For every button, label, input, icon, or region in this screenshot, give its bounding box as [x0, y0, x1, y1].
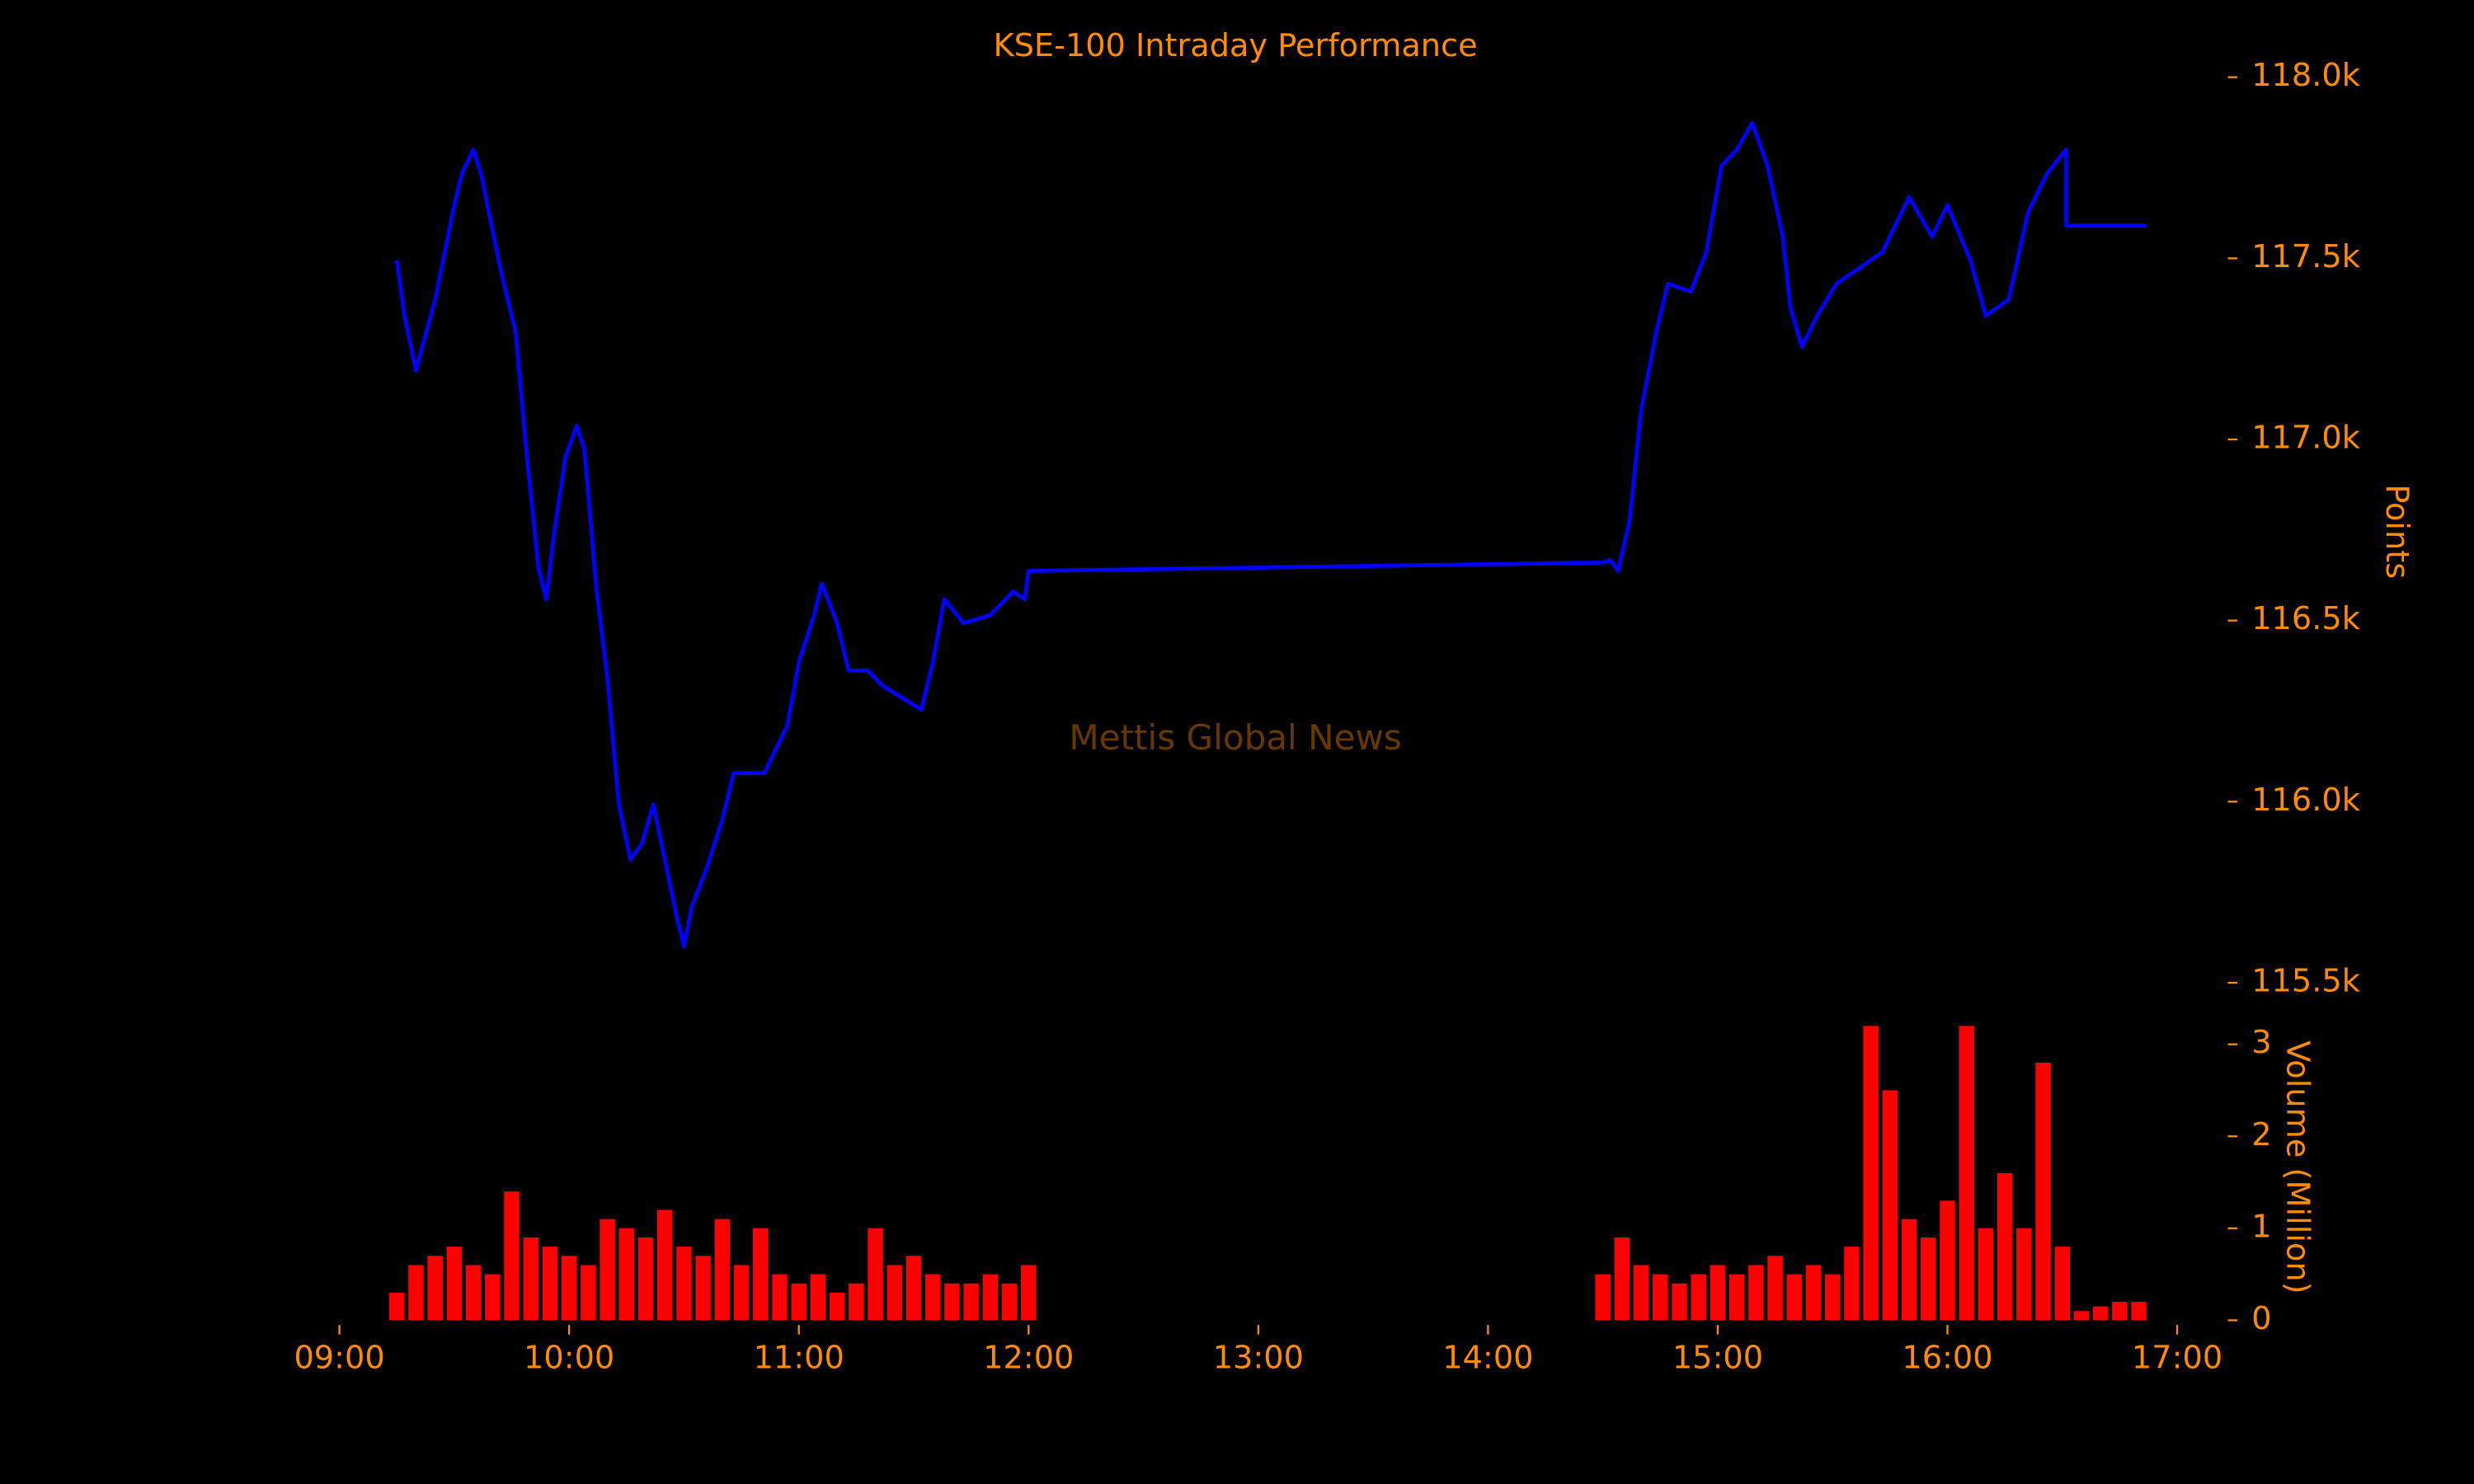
volume-bar	[963, 1283, 979, 1321]
volume-bar	[1901, 1219, 1917, 1321]
volume-bar	[1824, 1274, 1841, 1321]
volume-bar	[791, 1283, 807, 1321]
volume-bar	[1959, 1026, 1974, 1321]
price-line	[394, 120, 2147, 949]
volume-bar	[1021, 1265, 1037, 1321]
y-tick-label: 117.5k	[2251, 238, 2361, 275]
x-tick-label: 14:00	[1442, 1340, 1533, 1377]
volume-bar	[1786, 1274, 1803, 1321]
volume-bar	[1672, 1283, 1687, 1321]
volume-bar	[1729, 1274, 1745, 1321]
volume-bar	[542, 1247, 558, 1321]
volume-bar	[656, 1209, 673, 1321]
volume-bar	[1940, 1200, 1955, 1321]
volume-bar	[1997, 1172, 2013, 1321]
volume-bar	[637, 1237, 654, 1321]
volume-bar	[446, 1247, 463, 1321]
volume-bar	[2054, 1247, 2071, 1321]
volume-bar	[2112, 1302, 2128, 1321]
x-tick-label: 16:00	[1902, 1340, 1992, 1377]
volume-bar	[2073, 1311, 2090, 1321]
x-tick-label: 13:00	[1213, 1340, 1304, 1377]
y-tick-label: 118.0k	[2251, 57, 2361, 94]
volume-bar	[849, 1283, 864, 1321]
volume-bar	[581, 1265, 596, 1321]
volume-bar	[829, 1292, 845, 1321]
x-tick-label: 09:00	[294, 1340, 384, 1377]
volume-bar	[561, 1256, 577, 1321]
volume-bar	[1863, 1026, 1879, 1321]
y-axis-title: Points	[2378, 484, 2415, 579]
volume-bar	[810, 1274, 826, 1321]
volume-bar	[1691, 1274, 1706, 1321]
volume-bar	[1844, 1247, 1860, 1321]
y-tick-label: 116.0k	[2251, 782, 2361, 819]
volume-bar	[868, 1228, 883, 1321]
volume-bar	[427, 1256, 443, 1321]
x-tick-label: 15:00	[1672, 1340, 1763, 1377]
y-tick-label: 116.5k	[2251, 600, 2361, 637]
volume-bar	[485, 1274, 501, 1321]
volume-bar	[1767, 1256, 1783, 1321]
volume-bar	[733, 1265, 750, 1321]
volume-bar	[714, 1219, 731, 1321]
y-tick-label: 115.5k	[2251, 963, 2361, 1000]
volume-bar	[2035, 1063, 2051, 1321]
volume-bar	[465, 1265, 482, 1321]
volume-bar	[924, 1274, 941, 1321]
volume-bar	[2016, 1228, 2032, 1321]
volume-bar	[1653, 1274, 1668, 1321]
chart-title: KSE-100 Intraday Performance	[994, 27, 1478, 64]
y-tick-label: 3	[2251, 1024, 2271, 1061]
x-tick-label: 12:00	[983, 1340, 1074, 1377]
y-tick-label: 0	[2251, 1300, 2271, 1337]
volume-bar	[1595, 1274, 1611, 1321]
y-tick-label: 2	[2251, 1116, 2271, 1153]
volume-bar	[504, 1191, 520, 1321]
y2-axis-title: Volume (Million)	[2279, 1040, 2316, 1294]
volume-bar	[1710, 1265, 1726, 1321]
volume-bar	[887, 1265, 903, 1321]
volume-bar	[1614, 1237, 1630, 1321]
volume-bar	[695, 1256, 711, 1321]
volume-bar	[1882, 1090, 1898, 1321]
volume-bar	[1633, 1265, 1649, 1321]
volume-bar	[600, 1219, 615, 1321]
volume-bar	[1001, 1283, 1018, 1321]
x-tick-label: 11:00	[754, 1340, 844, 1377]
volume-bar	[982, 1274, 999, 1321]
volume-bar	[388, 1292, 405, 1321]
volume-bar	[2092, 1306, 2109, 1321]
volume-bar	[944, 1283, 960, 1321]
volume-bar	[1748, 1265, 1764, 1321]
volume-bar	[618, 1228, 635, 1321]
volume-bar	[1805, 1265, 1822, 1321]
volume-bar	[905, 1256, 922, 1321]
x-tick-label: 10:00	[524, 1340, 614, 1377]
watermark: Mettis Global News	[1069, 717, 1401, 758]
volume-bar	[408, 1265, 424, 1321]
x-tick-label: 17:00	[2132, 1340, 2222, 1377]
volume-bar	[676, 1247, 692, 1321]
volume-bar	[1978, 1228, 1994, 1321]
volume-bar	[772, 1274, 788, 1321]
y-tick-label: 1	[2251, 1208, 2271, 1245]
y-tick-label: 117.0k	[2251, 420, 2361, 457]
volume-bar	[753, 1228, 769, 1321]
volume-bar	[2131, 1302, 2147, 1321]
volume-bar	[523, 1237, 539, 1321]
volume-bar	[1921, 1237, 1936, 1321]
